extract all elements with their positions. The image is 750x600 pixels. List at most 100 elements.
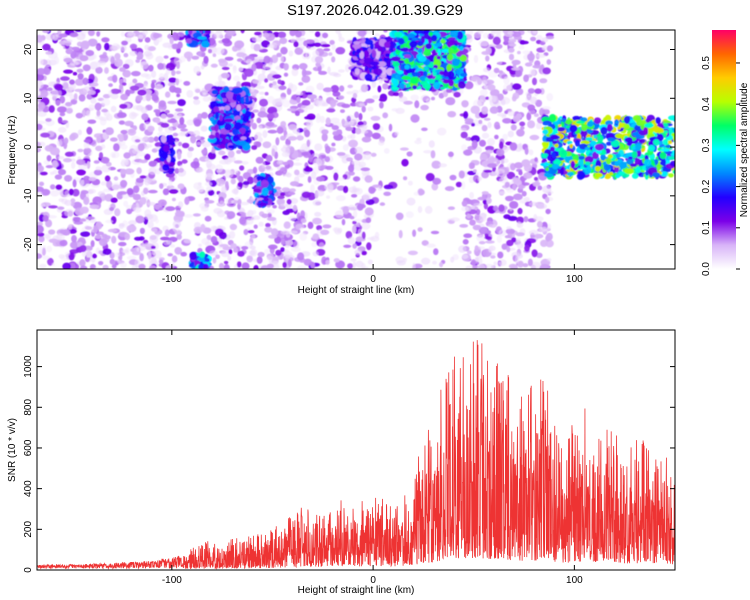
spectrogram-cell — [175, 78, 180, 86]
spectrogram-cell — [289, 230, 298, 234]
spectrogram-cell — [150, 82, 155, 90]
spectrogram-cell — [383, 30, 388, 33]
spectrogram-cell — [225, 198, 235, 205]
spectrogram-cell — [438, 163, 448, 168]
spectrogram-cell — [303, 258, 312, 266]
spectrogram-cell — [496, 235, 502, 243]
spectrogram-cell — [109, 207, 115, 211]
spectrogram-cell — [280, 230, 291, 235]
spectrogram-cell — [330, 85, 339, 93]
spectrogram-cell — [359, 124, 368, 129]
spectrogram-cell — [282, 99, 291, 108]
spectrogram-cell — [476, 235, 486, 242]
spectrogram-cell — [37, 81, 44, 90]
spectrogram-cell — [38, 235, 45, 243]
spectrogram-cell — [255, 37, 263, 42]
spectrogram-cell — [485, 149, 494, 154]
spectrogram-cell — [149, 234, 159, 243]
spectrogram-cell — [220, 250, 230, 258]
spectrogram-cell — [219, 200, 224, 207]
spectrogram-cell — [417, 41, 424, 47]
spectrogram-cell — [37, 102, 46, 110]
spectrogram-cell — [462, 254, 469, 260]
spectrogram-cell — [105, 219, 114, 224]
spectrogram-cell — [196, 141, 202, 146]
spectrogram-cell — [85, 216, 95, 220]
spectrogram-cell — [179, 116, 185, 125]
spectrogram-cell — [112, 74, 118, 83]
spectrogram-cell — [426, 243, 436, 248]
spectrogram-cell — [364, 65, 369, 72]
spectrogram-cell — [76, 32, 86, 41]
spectrogram-cell — [148, 64, 154, 72]
spectrogram-cell — [440, 86, 446, 90]
spectrogram-cell — [96, 109, 101, 118]
spectrogram-cell — [542, 67, 551, 75]
spectrogram-cell — [147, 46, 156, 52]
spectrogram-cell — [117, 133, 124, 140]
spectrogram-cell — [193, 96, 200, 100]
spectrogram-cell — [171, 32, 180, 41]
spectrogram-cell — [95, 145, 103, 152]
spectrogram-cell — [488, 157, 499, 163]
spectrogram-cell — [518, 184, 524, 190]
spectrogram-cell — [377, 85, 382, 93]
spectrogram-cell — [162, 42, 173, 48]
spectrogram-cell — [341, 118, 346, 126]
spectrogram-cell — [95, 45, 100, 49]
spectrogram-cell — [69, 32, 79, 38]
spectrogram-cell — [539, 78, 548, 84]
spectrogram-cell — [487, 138, 495, 146]
spectrogram-cell — [251, 92, 257, 98]
spectrogram-cell — [69, 79, 75, 85]
spectrogram-cell — [407, 180, 413, 186]
spectrogram-cell — [395, 74, 402, 79]
spectrogram-cell — [176, 61, 181, 69]
spectrogram-cell — [504, 168, 509, 175]
spectrogram-cell — [367, 259, 373, 265]
spectrogram-cell — [110, 137, 118, 142]
spectrogram-cell — [110, 197, 118, 203]
spectrogram-cell — [65, 48, 73, 55]
spectrogram-cell — [509, 34, 514, 41]
spectrogram-cell — [212, 53, 217, 57]
spectrogram-cell — [398, 37, 405, 45]
spectrogram-cell — [45, 118, 52, 122]
spectrogram-cell — [314, 143, 323, 151]
spectrogram-cell — [354, 218, 363, 222]
spectrogram-cell — [68, 223, 73, 231]
spectrogram-cell — [207, 189, 215, 196]
spectrogram-cell — [427, 74, 433, 80]
spectrogram-cell — [237, 199, 242, 205]
spectrogram-cell — [200, 125, 208, 132]
spectrogram-cell — [99, 54, 108, 59]
spectrogram-cell — [47, 215, 57, 219]
spectrogram-cell — [342, 185, 349, 194]
spectrogram-cell — [541, 37, 549, 43]
spectrogram-cell — [209, 250, 218, 256]
spectrogram-cell — [64, 151, 74, 157]
spectrogram-cell — [223, 264, 230, 269]
spectrogram-cell — [493, 261, 498, 266]
spectrogram-cell — [239, 216, 247, 225]
spectrogram-cell — [67, 210, 74, 217]
spectrogram-cell — [139, 159, 148, 164]
spectrogram-cell — [461, 181, 466, 190]
spectrogram-cell — [155, 55, 164, 64]
spectrogram-cell — [132, 251, 142, 256]
spectrogram-cell — [499, 141, 504, 150]
spectrogram-cell — [288, 82, 294, 90]
spectrogram-cell — [261, 187, 269, 196]
spectrogram-cell — [163, 144, 170, 152]
spectrogram-cell — [225, 30, 236, 36]
spectrogram-cell — [109, 252, 115, 259]
spectrogram-cell — [42, 255, 50, 260]
spectrogram-cell — [201, 141, 211, 148]
spectrogram-cell — [259, 98, 269, 107]
spectrogram-cell — [321, 129, 329, 135]
spectrogram-cell — [338, 32, 342, 39]
spectrogram-cell — [140, 61, 149, 70]
spectrogram-cell — [224, 181, 229, 188]
spectrogram-cell — [348, 139, 358, 148]
spectrogram-cell — [282, 161, 289, 166]
